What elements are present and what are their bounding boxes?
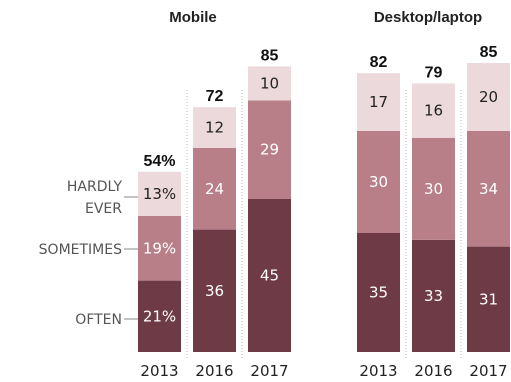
bar-label-mobile-2017-often: 45 xyxy=(260,267,279,285)
year-label-desktop-laptop-2017: 2017 xyxy=(469,362,507,380)
total-label-desktop-laptop-2016: 79 xyxy=(425,64,443,81)
bar-label-mobile-2017-sometimes: 29 xyxy=(260,141,279,159)
panel-title-mobile: Mobile xyxy=(169,9,217,26)
legend-label-hardly-ever-line1: HARDLY xyxy=(67,179,123,195)
bar-desktop-laptop-2016-often xyxy=(412,239,455,352)
bar-mobile-2016-hardly-ever xyxy=(193,107,236,148)
bar-label-mobile-2013-often: 21% xyxy=(143,307,176,325)
bar-label-mobile-2016-often: 36 xyxy=(205,282,224,300)
bar-mobile-2017-often xyxy=(248,199,291,352)
bar-label-desktop-laptop-2017-often: 31 xyxy=(479,290,498,308)
year-label-desktop-laptop-2013: 2013 xyxy=(359,362,397,380)
bar-desktop-laptop-2013-hardly-ever xyxy=(357,73,400,131)
total-label-mobile-2016: 72 xyxy=(206,88,224,105)
bar-label-mobile-2013-hardly-ever: 13% xyxy=(143,185,176,203)
bar-label-desktop-laptop-2017-hardly-ever: 20 xyxy=(479,88,498,106)
legend-label-hardly-ever-line2: EVER xyxy=(85,201,122,217)
bar-mobile-2016-often xyxy=(193,229,236,352)
bar-desktop-laptop-2016-hardly-ever xyxy=(412,83,455,138)
bar-label-mobile-2017-hardly-ever: 10 xyxy=(260,74,279,92)
year-label-mobile-2017: 2017 xyxy=(250,362,288,380)
legend-label-often: OFTEN xyxy=(75,312,122,328)
bar-mobile-2016-sometimes xyxy=(193,148,236,230)
total-label-desktop-laptop-2017: 85 xyxy=(480,44,498,61)
bar-desktop-laptop-2017-often xyxy=(467,246,510,352)
bar-label-mobile-2016-hardly-ever: 12 xyxy=(205,119,224,137)
bar-desktop-laptop-2017-sometimes xyxy=(467,131,510,247)
panel-title-desktop: Desktop/laptop xyxy=(374,9,482,26)
bar-desktop-laptop-2017-hardly-ever xyxy=(467,63,510,131)
bar-label-desktop-laptop-2017-sometimes: 34 xyxy=(479,180,498,198)
bar-label-desktop-laptop-2016-hardly-ever: 16 xyxy=(424,102,443,120)
bar-mobile-2013-hardly-ever xyxy=(138,171,181,216)
bar-desktop-laptop-2013-sometimes xyxy=(357,131,400,233)
bar-label-mobile-2013-sometimes: 19% xyxy=(143,239,176,257)
bar-label-desktop-laptop-2013-sometimes: 30 xyxy=(369,173,388,191)
bar-desktop-laptop-2016-sometimes xyxy=(412,137,455,240)
bar-label-desktop-laptop-2016-sometimes: 30 xyxy=(424,180,443,198)
year-label-mobile-2016: 2016 xyxy=(195,362,233,380)
bar-label-desktop-laptop-2013-hardly-ever: 17 xyxy=(369,93,388,111)
total-label-mobile-2017: 85 xyxy=(261,47,279,64)
bar-mobile-2013-sometimes xyxy=(138,216,181,281)
bar-mobile-2017-hardly-ever xyxy=(248,66,291,101)
year-label-mobile-2013: 2013 xyxy=(140,362,178,380)
bar-mobile-2013-often xyxy=(138,280,181,352)
bar-desktop-laptop-2013-often xyxy=(357,233,400,352)
total-label-mobile-2013: 54% xyxy=(143,153,175,170)
bar-label-desktop-laptop-2016-often: 33 xyxy=(424,287,443,305)
bar-mobile-2017-sometimes xyxy=(248,100,291,199)
bar-label-mobile-2016-sometimes: 24 xyxy=(205,180,224,198)
legend-label-sometimes: SOMETIMES xyxy=(39,242,122,258)
bars-layer: 21%19%13%54%2013362412722016452910852017… xyxy=(138,44,510,380)
bar-label-desktop-laptop-2013-often: 35 xyxy=(369,284,388,302)
year-label-desktop-laptop-2016: 2016 xyxy=(414,362,452,380)
total-label-desktop-laptop-2013: 82 xyxy=(370,54,388,71)
